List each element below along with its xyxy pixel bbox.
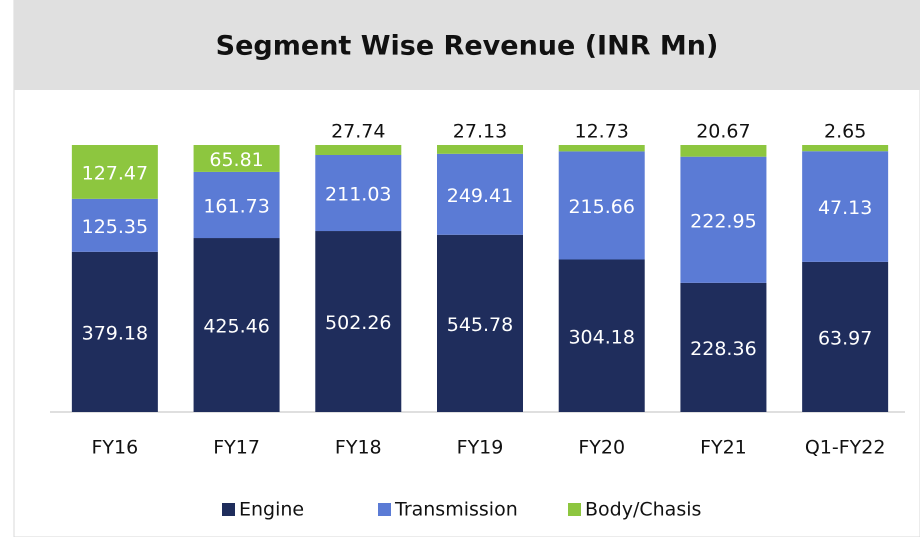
x-tick-label: Q1-FY22 [805, 437, 886, 459]
bar-segment [802, 145, 889, 152]
bar-segment [315, 154, 402, 232]
data-label: 27.13 [453, 121, 507, 143]
data-label: 47.13 [818, 197, 872, 219]
x-tick-label: FY16 [91, 437, 138, 459]
bar-segment [193, 238, 280, 412]
data-label: 502.26 [325, 312, 391, 334]
bar-segment [193, 171, 280, 239]
bar-segment [71, 198, 158, 252]
x-tick-label: FY20 [578, 437, 625, 459]
data-label: 211.03 [325, 184, 391, 206]
bar-segment [315, 231, 402, 412]
bar-segment [680, 145, 767, 157]
data-label: 161.73 [203, 195, 269, 217]
data-label: 222.95 [690, 210, 756, 232]
data-label: 27.74 [331, 121, 385, 143]
legend-label: Body/Chasis [585, 499, 701, 521]
bar-segment [315, 145, 402, 155]
x-tick-label: FY18 [335, 437, 382, 459]
legend-swatch [378, 503, 391, 516]
data-label: 12.73 [575, 121, 629, 143]
title-band [14, 0, 920, 90]
bar-segment [802, 151, 889, 262]
bar-segment [71, 145, 158, 199]
x-tick-label: FY21 [700, 437, 747, 459]
bar-segment [680, 156, 767, 283]
data-label: 379.18 [82, 322, 148, 344]
data-label: 63.97 [818, 327, 872, 349]
chart-title: Segment Wise Revenue (INR Mn) [216, 31, 719, 62]
data-label: 127.47 [82, 162, 148, 184]
x-tick-label: FY17 [213, 437, 260, 459]
data-label: 20.67 [696, 121, 750, 143]
bar-segment [558, 151, 645, 260]
bar-segment [71, 251, 158, 412]
data-label: 545.78 [447, 314, 513, 336]
bar-segment [558, 259, 645, 412]
x-tick-label: FY19 [457, 437, 504, 459]
data-label: 2.65 [824, 121, 866, 143]
bar-segment [558, 145, 645, 152]
data-label: 425.46 [203, 316, 269, 338]
legend-label: Transmission [394, 499, 518, 521]
data-label: 65.81 [209, 149, 263, 171]
bar-segment [437, 234, 523, 412]
data-label: 304.18 [568, 326, 634, 348]
data-label: 125.35 [82, 216, 148, 238]
bar-segment [680, 282, 767, 412]
bar-segment [802, 261, 889, 412]
data-label: 249.41 [447, 185, 513, 207]
bar-segment [437, 145, 523, 154]
bar-segment [193, 145, 280, 172]
legend-swatch [568, 503, 581, 516]
legend-label: Engine [239, 499, 304, 521]
legend-swatch [222, 503, 235, 516]
data-label: 215.66 [568, 196, 634, 218]
bar-segment [437, 153, 523, 235]
data-label: 228.36 [690, 338, 756, 360]
